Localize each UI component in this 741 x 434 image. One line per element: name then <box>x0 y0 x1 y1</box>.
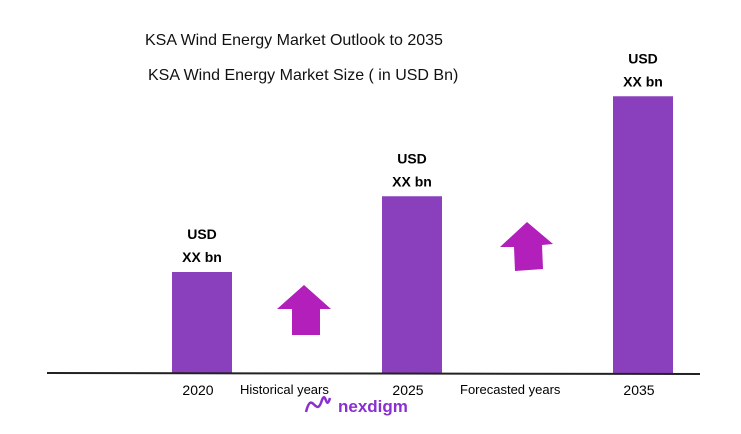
logo-text: nexdigm <box>338 397 408 416</box>
data-label-2020: XX bn <box>182 249 222 265</box>
annotation-forecast: Forecasted years <box>460 382 561 397</box>
annotation-historical: Historical years <box>240 382 329 397</box>
data-label-2020: USD <box>187 226 217 242</box>
data-label-2025: USD <box>397 150 427 166</box>
bar-2035 <box>613 96 673 373</box>
data-label-2035: USD <box>628 50 658 66</box>
bar-2025 <box>382 196 442 373</box>
nexdigm-logo: nexdigm <box>304 396 408 416</box>
bar-2020 <box>172 272 232 373</box>
x-axis <box>46 372 701 375</box>
x-tick-2035: 2035 <box>623 382 654 398</box>
growth-arrow-forecast <box>500 222 553 271</box>
x-tick-2025: 2025 <box>392 382 423 398</box>
chart-subtitle: KSA Wind Energy Market Size ( in USD Bn) <box>148 67 458 84</box>
chart-title: KSA Wind Energy Market Outlook to 2035 <box>145 32 443 49</box>
x-tick-2020: 2020 <box>182 382 213 398</box>
data-label-2025: XX bn <box>392 173 432 189</box>
data-label-2035: XX bn <box>623 73 663 89</box>
growth-arrow-historical <box>277 285 331 335</box>
